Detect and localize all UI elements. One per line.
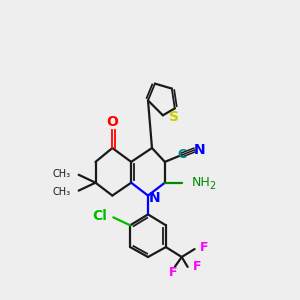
- Text: N: N: [194, 143, 205, 157]
- Text: O: O: [106, 115, 118, 129]
- Text: F: F: [193, 260, 201, 273]
- Text: Cl: Cl: [92, 209, 107, 224]
- Text: CH₃: CH₃: [52, 187, 71, 196]
- Text: S: S: [169, 110, 179, 124]
- Text: CH₃: CH₃: [52, 169, 71, 179]
- Text: N: N: [149, 190, 161, 205]
- Text: F: F: [200, 241, 208, 254]
- Text: 2: 2: [209, 181, 216, 191]
- Text: C: C: [177, 148, 186, 161]
- Text: NH: NH: [192, 176, 210, 189]
- Text: F: F: [169, 266, 177, 279]
